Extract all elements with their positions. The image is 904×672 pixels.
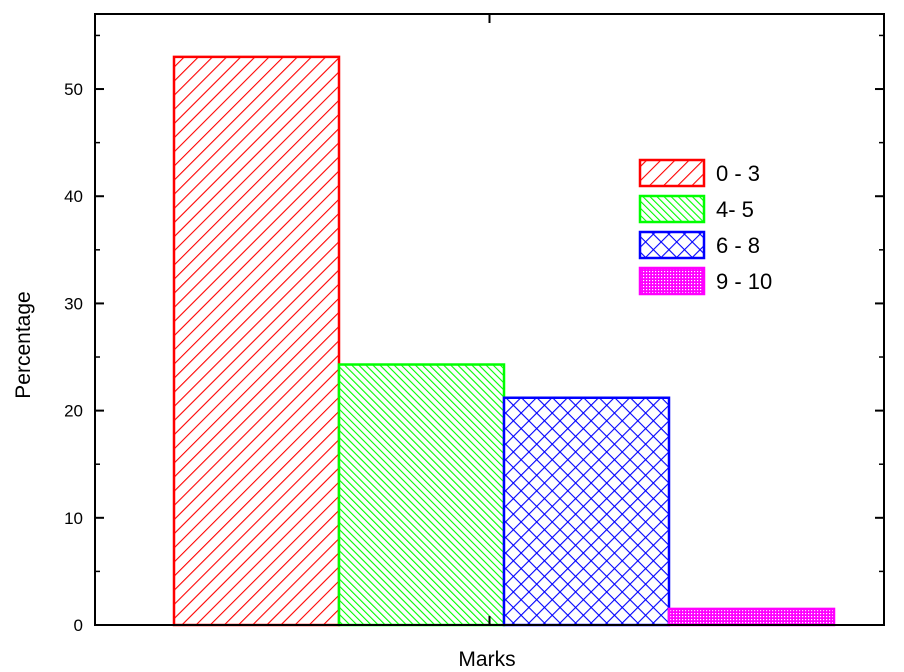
- y-tick-label-0: 0: [74, 616, 83, 635]
- bar-2: [337, 363, 506, 627]
- y-tick-label-50: 50: [64, 80, 83, 99]
- bar-3: [502, 396, 671, 627]
- legend-label-1: 0 - 3: [716, 161, 760, 186]
- legend-label-3: 6 - 8: [716, 233, 760, 258]
- bar-4: [667, 607, 836, 627]
- legend-label-2: 4- 5: [716, 197, 754, 222]
- legend: 0 - 3 4- 5 6 - 8 9 - 10: [638, 158, 772, 296]
- bar-1: [172, 55, 341, 627]
- y-tick-label-40: 40: [64, 187, 83, 206]
- legend-swatch-4: [638, 266, 706, 296]
- x-axis-title: Marks: [458, 648, 515, 671]
- y-tick-label-20: 20: [64, 402, 83, 421]
- y-tick-label-30: 30: [64, 294, 83, 313]
- legend-swatch-1: [638, 158, 706, 188]
- legend-swatch-2: [638, 194, 706, 224]
- y-tick-label-10: 10: [64, 509, 83, 528]
- y-axis-title: Percentage: [12, 291, 35, 398]
- ticks-layer: 0 10 20 30 40 50: [64, 14, 884, 635]
- legend-swatch-3: [638, 230, 706, 260]
- legend-label-4: 9 - 10: [716, 269, 772, 294]
- bars-layer: [172, 55, 836, 627]
